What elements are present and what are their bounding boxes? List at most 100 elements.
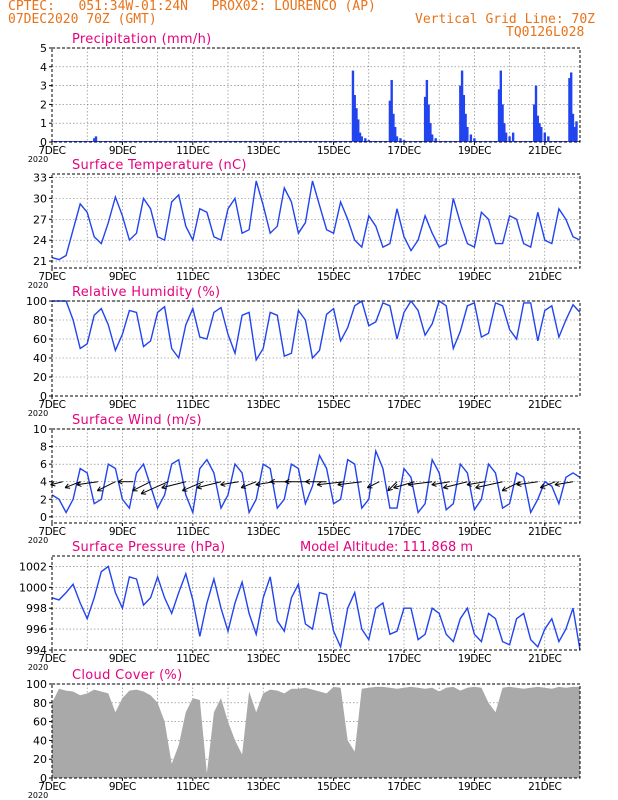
wind-arrow [501,481,521,492]
wind-arrow-head [554,484,560,487]
y-tick-label: 21 [33,255,47,268]
year-label: 2020 [28,791,48,800]
cloud-title: Cloud Cover (%) [72,668,182,683]
wind-arrow [220,481,239,486]
x-tick-label: 9DEC [109,653,136,665]
wind-arrow [408,481,433,486]
x-tick-label: 15DEC [317,653,350,665]
precip-bar [427,104,430,142]
precip-bar [570,72,573,142]
wind-arrow-head [50,480,55,486]
x-tick-label: 11DEC [176,271,209,283]
wind-arrow-head [284,478,290,483]
x-tick-label: 11DEC [176,526,209,538]
x-tick-label: 9DEC [109,145,136,157]
y-tick-label: 60 [33,716,47,729]
wind-arrow-head [181,486,186,492]
precip-bar [511,132,515,142]
wind-arrow-head [393,483,398,489]
wind-arrow-head [337,481,343,486]
wind-arrow [540,481,556,489]
y-tick-label: 998 [26,602,47,615]
precip-bar [358,132,362,142]
x-tick-label: 15DEC [317,145,350,157]
panel-cloud: 0 20 40 60 80 100 7DEC 9DEC 11DEC 13DEC 15DEC 17DEC… [26,668,581,800]
wind-arrow-head [76,484,82,487]
wind-arrow-head [443,487,449,490]
wind-arrow-head [76,481,82,486]
wind-vectors [50,478,574,495]
y-tick-label: 80 [33,314,47,327]
wind-arrow-head [387,485,390,491]
y-tick-label: 0 [40,390,47,403]
pres-subtitle: Model Altitude: 111.868 m [300,540,473,555]
vertical-grid-note: Vertical Grid Line: 70Z [415,12,596,27]
panel-rh: 0 20 40 60 80 100 7DEC 9DEC 11DEC 13DEC 15DEC 17DEC… [26,285,581,418]
wind-arrow-head [117,481,123,485]
x-tick-label: 13DEC [246,399,279,411]
wind-arrow [140,481,169,495]
wind-arrow [240,481,257,489]
x-tick-label: 13DEC [246,653,279,665]
precip-bar [459,85,462,142]
precip-bar [568,78,571,142]
precip-bar [504,132,508,142]
y-tick-label: 100 [26,295,47,308]
precip-bar [395,136,399,142]
x-tick-label: 17DEC [387,653,420,665]
panel-frame [51,555,581,651]
year-label: 2020 [28,536,48,545]
precip-bar [503,123,506,142]
x-tick-label: 11DEC [176,781,209,793]
wind-arrow [50,481,63,486]
wind-arrow [475,481,503,489]
wind-arrow-head [305,481,311,485]
rh-title: Relative Humidity (%) [72,285,220,300]
y-tick-label: 24 [33,234,47,247]
precip-bar [353,95,356,142]
x-tick-label: 19DEC [458,781,491,793]
wind-arrow-head [255,484,261,487]
precip-bar [399,138,402,142]
x-tick-label: 19DEC [458,271,491,283]
precip-bar [547,136,550,142]
wind-arrow-head [316,481,322,486]
wind-arrow [443,481,468,489]
precip-bar [434,138,437,142]
x-tick-label: 15DEC [317,399,350,411]
wind-arrow-head [255,481,261,486]
wind-arrow-head [516,484,522,487]
panel-frame [51,428,581,524]
x-tick-label: 15DEC [317,271,350,283]
x-tick-label: 21DEC [528,271,561,283]
year-label: 2020 [28,155,48,164]
x-tick-label: 11DEC [176,145,209,157]
x-tick-label: 11DEC [176,653,209,665]
x-tick-label: 7DEC [38,145,65,157]
model-id: TQ0126L028 [506,25,585,40]
wind-arrow-head [241,487,247,489]
wind-arrow [182,481,204,492]
wind-arrow-head [140,489,145,495]
wind-arrow [132,481,151,492]
precip-bar [355,108,358,142]
y-tick-label: 0 [40,772,47,785]
wind-arrow [516,481,538,486]
y-tick-label: 1000 [19,581,47,594]
wind-arrow-head [284,481,290,485]
y-tick-label: 20 [33,371,47,384]
wind-title: Surface Wind (m/s) [72,413,202,428]
precip-bar [571,113,575,142]
wind-arrow-head [431,484,437,487]
x-tick-label: 17DEC [387,271,420,283]
year-label: 2020 [28,409,48,418]
precip-bar [499,70,502,142]
wind-arrow [337,481,362,486]
x-tick-label: 7DEC [38,526,65,538]
precip-bar [392,113,395,142]
x-tick-label: 13DEC [246,781,279,793]
y-tick-label: 40 [33,352,47,365]
run-date: 07DEC2020 70Z (GMT) [8,12,157,27]
x-tick-label: 17DEC [387,781,420,793]
precip-bar [536,115,539,142]
